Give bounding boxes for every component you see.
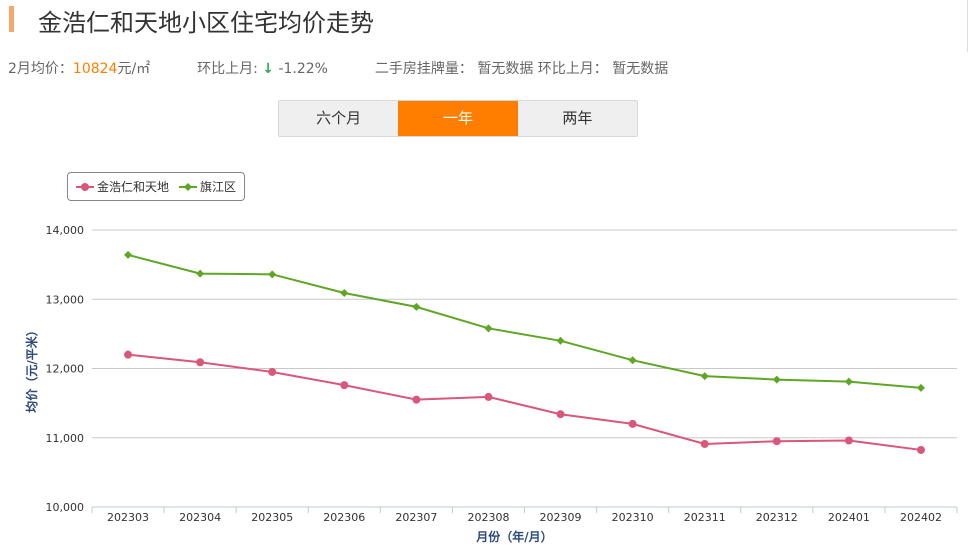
legend-label-series-1: 金浩仁和天地 [97, 180, 170, 194]
data-point [124, 350, 133, 359]
legend-item-series-1[interactable]: 金浩仁和天地 [76, 178, 169, 195]
data-point [268, 367, 277, 376]
listing-label: 二手房挂牌量： [374, 61, 473, 77]
listing-mom-label: 环比上月： [537, 61, 608, 77]
divider [967, 0, 968, 52]
data-point [484, 324, 493, 333]
data-point [772, 375, 781, 384]
x-tick-label: 202306 [323, 511, 365, 524]
page-title: 金浩仁和天地小区住宅均价走势 [38, 9, 374, 37]
stats-row: 2月均价：10824元/㎡ 环比上月: ↓ -1.22% 二手房挂牌量： 暂无数… [8, 58, 668, 78]
x-tick-label: 202401 [828, 511, 870, 524]
legend-label-series-2: 旗江区 [200, 180, 237, 194]
tab-six-months[interactable]: 六个月 [279, 101, 399, 136]
data-point [556, 336, 565, 345]
y-axis-title: 均价（元/平米） [24, 324, 39, 412]
data-point [268, 270, 277, 279]
listing-mom-value: 暂无数据 [612, 61, 669, 77]
y-tick-label: 10,000 [46, 501, 85, 514]
data-point [844, 377, 853, 386]
series-line-2 [127, 253, 922, 389]
data-point [556, 410, 565, 419]
down-arrow-icon: ↓ [262, 61, 274, 77]
y-tick-label: 12,000 [46, 363, 85, 376]
x-tick-label: 202303 [107, 511, 149, 524]
data-point [412, 302, 421, 311]
x-tick-label: 202312 [756, 511, 798, 524]
data-point [340, 381, 349, 390]
data-point [196, 358, 205, 367]
data-point [700, 372, 709, 381]
y-tick-label: 11,000 [46, 432, 85, 445]
period-tabs: 六个月 一年 两年 [278, 100, 638, 137]
data-point [844, 436, 853, 445]
month-price-label: 2月均价： [8, 61, 73, 77]
data-point [196, 269, 205, 278]
x-tick-label: 202311 [684, 511, 726, 524]
title-accent-bar [9, 6, 14, 32]
x-tick-label: 202307 [395, 511, 437, 524]
x-tick-label: 202308 [467, 511, 509, 524]
data-point [700, 439, 709, 448]
price-unit: 元/㎡ [117, 61, 151, 77]
x-tick-label: 202310 [612, 511, 654, 524]
data-point [628, 419, 637, 428]
y-tick-label: 13,000 [46, 293, 85, 306]
data-point [484, 392, 493, 401]
data-point [340, 289, 349, 298]
tab-one-year[interactable]: 一年 [398, 101, 518, 136]
y-tick-label: 14,000 [46, 224, 85, 237]
data-point [412, 395, 421, 404]
x-tick-label: 202305 [251, 511, 293, 524]
x-tick-label: 202309 [540, 511, 582, 524]
mom-value: -1.22% [278, 61, 328, 77]
data-point [916, 445, 925, 454]
legend-item-series-2[interactable]: 旗江区 [179, 178, 236, 195]
listing-value: 暂无数据 [477, 61, 534, 77]
x-tick-label: 202402 [900, 511, 942, 524]
circle-marker-icon [76, 182, 94, 191]
data-point [772, 437, 781, 446]
x-axis-title: 月份（年/月） [475, 529, 552, 544]
series-line-1 [127, 353, 922, 451]
x-tick-label: 202304 [179, 511, 221, 524]
tab-two-years[interactable]: 两年 [517, 101, 637, 136]
mom-label: 环比上月: [197, 61, 258, 77]
data-point [124, 250, 133, 259]
chart-legend: 金浩仁和天地 旗江区 [67, 172, 246, 201]
month-price-value: 10824 [72, 61, 118, 77]
diamond-marker-icon [179, 182, 198, 191]
data-point [916, 383, 925, 392]
data-point [628, 356, 637, 365]
